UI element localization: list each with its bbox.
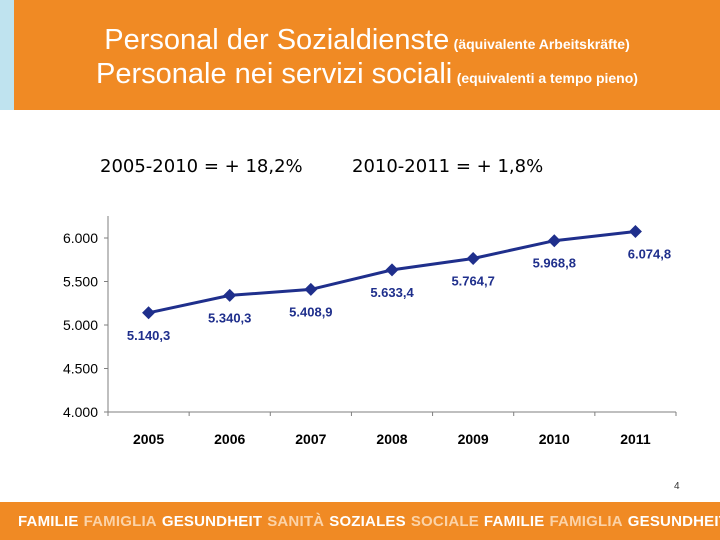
data-label: 6.074,8 [628, 246, 671, 261]
data-point-marker [466, 251, 480, 265]
y-tick-label: 6.000 [63, 230, 98, 246]
footer-banner: FAMILIE FAMIGLIA GESUNDHEIT SANITÀ SOZIALES S… [0, 502, 720, 540]
footer-word: GESUNDHEIT [627, 513, 720, 530]
header-band [14, 0, 720, 110]
title-italian: Personale nei servizi sociali [96, 58, 453, 90]
y-tick-label: 4.000 [63, 404, 98, 420]
footer-word: FAMILIE [483, 513, 545, 530]
footer-word: GESUNDHEIT [161, 513, 263, 530]
data-point-marker [628, 224, 642, 238]
x-tick-label: 2011 [620, 431, 651, 447]
title-line-italian: Personale nei servizi sociali (equivalen… [14, 58, 720, 91]
footer-word: FAMIGLIA [83, 513, 157, 530]
data-label: 5.968,8 [533, 256, 576, 271]
line-chart: 4.000 4.500 5.000 5.500 6.000 2005 2006 2007 200… [63, 216, 677, 447]
header: Personal der Sozialdienste (äquivalente … [0, 0, 720, 110]
data-point-marker [304, 282, 318, 296]
title-german-note: (äquivalente Arbeitskräfte) [453, 36, 630, 52]
data-point-marker [385, 263, 399, 277]
x-tick-label: 2009 [458, 431, 489, 447]
footer-word: FAMILIE [18, 513, 79, 530]
page-number: 4 [674, 481, 680, 492]
data-point-marker [223, 288, 237, 302]
title-german: Personal der Sozialdienste [104, 24, 450, 56]
data-point-marker [547, 234, 561, 248]
data-label: 5.764,7 [451, 273, 494, 288]
y-tick-label: 4.500 [63, 361, 98, 377]
y-tick-label: 5.000 [63, 317, 98, 333]
footer-word: SOCIALE [410, 513, 479, 530]
data-label: 5.408,9 [289, 304, 332, 319]
x-tick-label: 2005 [133, 431, 164, 447]
footer-word: FAMIGLIA [549, 513, 623, 530]
x-tick-label: 2007 [295, 431, 326, 447]
title-italian-note: (equivalenti a tempo pieno) [456, 70, 638, 86]
footer-word: SOZIALES [329, 513, 406, 530]
growth-2005-2010: 2005-2010 = + 18,2% [100, 156, 303, 177]
x-tick-label: 2006 [214, 431, 245, 447]
data-label: 5.633,4 [370, 285, 414, 300]
growth-2010-2011: 2010-2011 = + 1,8% [352, 156, 544, 177]
y-tick-label: 5.500 [63, 274, 98, 290]
x-tick-label: 2010 [539, 431, 570, 447]
header-accent-strip [0, 0, 14, 110]
data-label: 5.140,3 [127, 328, 170, 343]
data-label: 5.340,3 [208, 310, 251, 325]
footer-keywords: FAMILIE FAMIGLIA GESUNDHEIT SANITÀ SOZIALES S… [18, 513, 720, 530]
x-tick-label: 2008 [376, 431, 407, 447]
footer-word: SANITÀ [267, 513, 325, 530]
title-line-german: Personal der Sozialdienste (äquivalente … [14, 24, 720, 57]
data-point-marker [142, 306, 156, 320]
